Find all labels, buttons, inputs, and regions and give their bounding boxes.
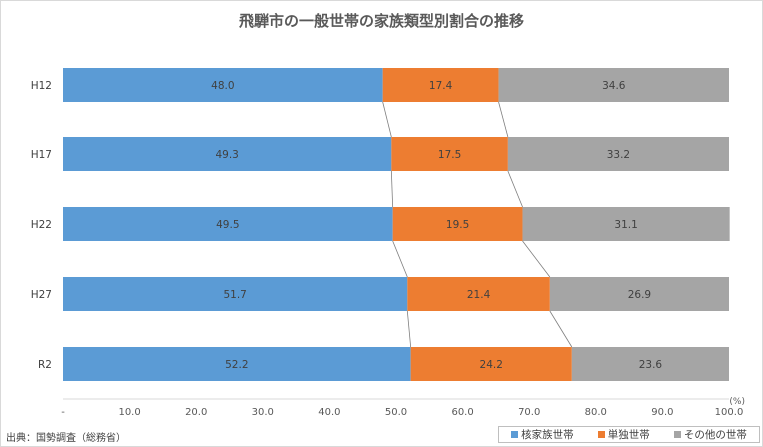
y-category-label: H17 bbox=[31, 149, 52, 161]
data-label: 17.5 bbox=[438, 149, 461, 161]
x-axis-unit: (%) bbox=[729, 397, 745, 407]
series-connector-line bbox=[382, 101, 392, 138]
legend-item-nuclear: 核家族世帯 bbox=[511, 427, 574, 442]
series-connector-line bbox=[406, 310, 412, 348]
legend-item-other: その他の世帯 bbox=[673, 427, 747, 442]
x-tick-label: 70.0 bbox=[518, 407, 540, 418]
x-tick-label: - bbox=[61, 407, 65, 418]
x-tick-label: 30.0 bbox=[252, 407, 274, 418]
bar-segment bbox=[410, 347, 572, 381]
y-category-label: R2 bbox=[38, 359, 52, 371]
bar-segment bbox=[382, 68, 499, 102]
data-label: 51.7 bbox=[223, 289, 246, 301]
series-connector-line bbox=[390, 170, 394, 208]
x-tick-label: 40.0 bbox=[318, 407, 340, 418]
bar-segment bbox=[549, 277, 729, 311]
data-label: 19.5 bbox=[446, 219, 469, 231]
x-tick-label: 10.0 bbox=[118, 407, 140, 418]
series-connector-line bbox=[522, 240, 551, 278]
y-category-label: H22 bbox=[31, 219, 52, 231]
data-label: 26.9 bbox=[628, 289, 651, 301]
bar-segment bbox=[63, 347, 411, 381]
bar-segment bbox=[571, 347, 729, 381]
data-label: 52.2 bbox=[225, 359, 248, 371]
bar-segment bbox=[63, 277, 408, 311]
y-category-label: H12 bbox=[31, 80, 52, 92]
series-connector-line bbox=[507, 170, 523, 208]
x-tick-label: 50.0 bbox=[385, 407, 407, 418]
bar-segment bbox=[392, 207, 523, 241]
series-connector-line bbox=[498, 101, 509, 138]
bar-segment bbox=[63, 207, 393, 241]
data-label: 49.5 bbox=[216, 219, 239, 231]
data-label: 33.2 bbox=[607, 149, 630, 161]
legend-swatch-other bbox=[673, 431, 681, 438]
chart-title: 飛騨市の一般世帯の家族類型別割合の推移 bbox=[238, 12, 524, 30]
x-tick-label: 80.0 bbox=[585, 407, 607, 418]
legend: 核家族世帯 単独世帯 その他の世帯 bbox=[498, 426, 760, 443]
legend-swatch-nuclear bbox=[511, 431, 519, 438]
bar-segment bbox=[507, 137, 729, 171]
bar-segment bbox=[63, 137, 392, 171]
bar-segment bbox=[522, 207, 730, 241]
data-label: 17.4 bbox=[429, 80, 453, 92]
data-label: 49.3 bbox=[215, 149, 238, 161]
legend-label-other: その他の世帯 bbox=[683, 429, 747, 441]
data-label: 24.2 bbox=[480, 359, 503, 371]
data-label: 48.0 bbox=[211, 80, 234, 92]
legend-swatch-single bbox=[597, 431, 605, 438]
legend-item-single: 単独世帯 bbox=[597, 427, 650, 442]
bar-segment bbox=[407, 277, 550, 311]
x-tick-label: 20.0 bbox=[185, 407, 207, 418]
series-connector-line bbox=[392, 240, 408, 278]
x-tick-label: 90.0 bbox=[651, 407, 673, 418]
bar-segment bbox=[63, 68, 383, 102]
legend-label-single: 単独世帯 bbox=[607, 429, 650, 441]
bar-segment bbox=[498, 68, 729, 102]
series-connector-line bbox=[549, 310, 573, 348]
bar-segment bbox=[391, 137, 508, 171]
data-label: 34.6 bbox=[602, 80, 626, 92]
source-note: 出典：国勢調査（総務省） bbox=[6, 433, 126, 444]
x-tick-label: 100.0 bbox=[715, 407, 744, 418]
y-category-label: H27 bbox=[31, 289, 52, 301]
legend-label-nuclear: 核家族世帯 bbox=[521, 429, 574, 441]
data-label: 23.6 bbox=[639, 359, 663, 371]
data-label: 21.4 bbox=[467, 289, 491, 301]
x-tick-label: 60.0 bbox=[451, 407, 473, 418]
data-label: 31.1 bbox=[614, 219, 637, 231]
